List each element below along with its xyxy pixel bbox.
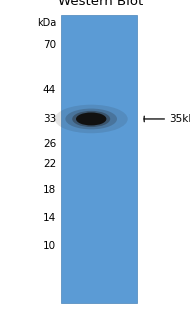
Text: 14: 14 [43,213,56,223]
Text: 35kDa: 35kDa [169,114,190,124]
Bar [61,15,137,303]
Ellipse shape [55,105,128,133]
Text: 18: 18 [43,185,56,195]
Text: 10: 10 [43,241,56,251]
Text: kDa: kDa [37,18,56,28]
Text: 70: 70 [43,40,56,50]
Ellipse shape [72,111,110,127]
Text: 44: 44 [43,85,56,95]
Ellipse shape [65,108,117,129]
Text: 26: 26 [43,139,56,149]
Text: 22: 22 [43,159,56,169]
Text: Western Blot: Western Blot [58,0,143,8]
Ellipse shape [76,112,106,125]
Text: 33: 33 [43,114,56,124]
